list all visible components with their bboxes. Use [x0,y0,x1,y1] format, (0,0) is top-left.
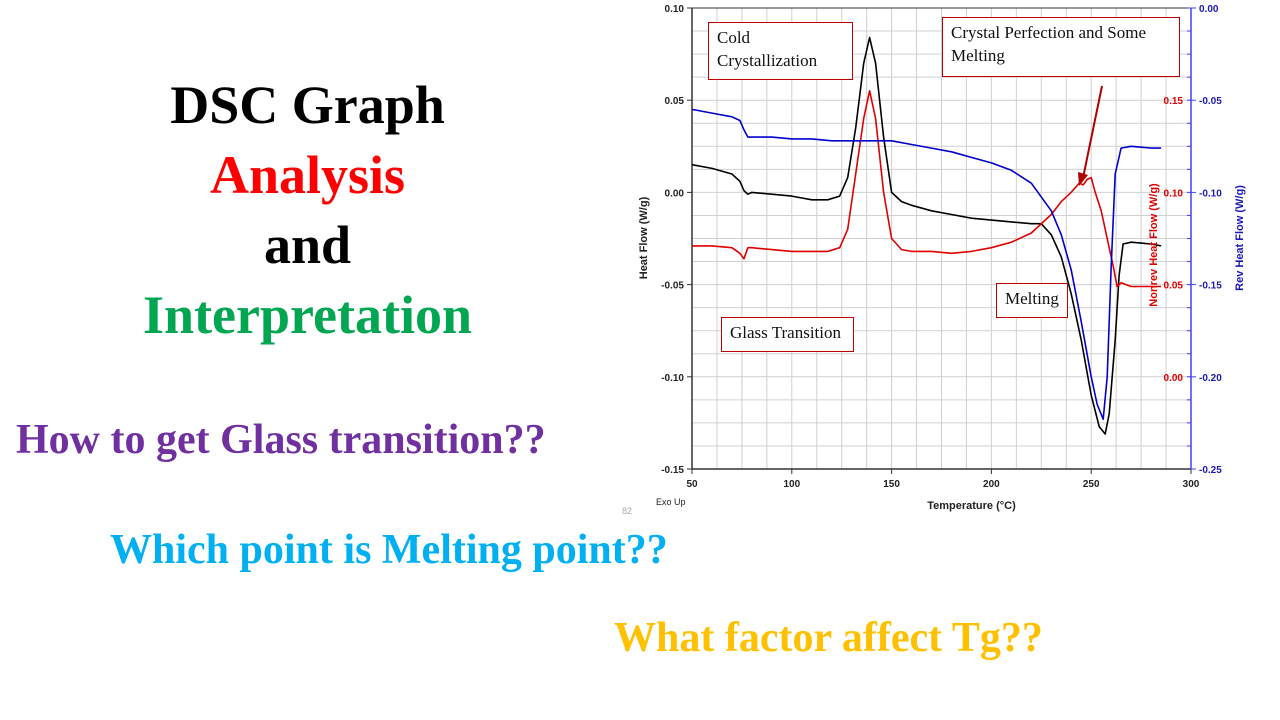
svg-text:Rev Heat Flow (W/g): Rev Heat Flow (W/g) [1234,185,1246,291]
annotation-text: Melting [951,46,1005,65]
annotation-text: Glass Transition [730,323,841,342]
svg-text:0.05: 0.05 [665,96,685,107]
svg-text:250: 250 [1083,479,1100,490]
svg-text:100: 100 [783,479,800,490]
svg-text:-0.25: -0.25 [1199,465,1222,476]
svg-text:300: 300 [1183,479,1200,490]
svg-text:Temperature (°C): Temperature (°C) [927,500,1016,512]
svg-text:-0.10: -0.10 [661,373,684,384]
annotation-glass-transition: Glass Transition [721,317,854,352]
svg-text:Exo Up: Exo Up [656,497,686,507]
annotation-melting: Melting [996,283,1068,318]
svg-text:0.10: 0.10 [1164,188,1184,199]
annotation-crystal-perfection: Crystal Perfection and Some Melting [942,17,1180,77]
svg-text:Nonrev Heat Flow (W/g): Nonrev Heat Flow (W/g) [1148,183,1160,307]
title-interpretation: Interpretation [143,285,472,345]
svg-text:Heat Flow (W/g): Heat Flow (W/g) [638,196,650,279]
question-glass-transition: How to get Glass transition?? [16,417,546,463]
svg-text:0.00: 0.00 [1199,4,1219,15]
svg-text:-0.15: -0.15 [1199,281,1222,292]
svg-text:-0.10: -0.10 [1199,188,1222,199]
arrow-icon [1078,85,1103,186]
svg-text:-0.20: -0.20 [1199,373,1222,384]
svg-text:82: 82 [622,506,632,516]
svg-text:0.00: 0.00 [1164,373,1184,384]
svg-text:-0.05: -0.05 [661,281,684,292]
svg-text:-0.15: -0.15 [661,465,684,476]
annotation-text: Crystallization [717,51,818,70]
svg-text:50: 50 [686,479,698,490]
svg-text:-0.05: -0.05 [1199,96,1222,107]
slide-title: DSC Graph Analysis and Interpretation [100,70,515,350]
svg-text:0.15: 0.15 [1164,96,1184,107]
chart-series [691,36,1162,435]
annotation-text: Crystal Perfection and Some [951,23,1146,42]
svg-text:150: 150 [883,479,900,490]
svg-text:200: 200 [983,479,1000,490]
title-and: and [263,215,352,275]
title-dsc-graph: DSC Graph [170,75,445,135]
chart-axes [687,7,1196,474]
question-tg-factors: What factor affect Tg?? [614,615,1043,661]
svg-text:0.05: 0.05 [1164,281,1184,292]
annotation-text: Melting [1005,289,1059,308]
title-analysis: Analysis [209,145,406,205]
question-melting-point: Which point is Melting point?? [110,527,668,573]
svg-text:0.10: 0.10 [665,4,685,15]
dsc-chart: 0.10 0.05 0.00 -0.05 -0.10 -0.15 50 100 150 200 25… [620,0,1280,520]
svg-text:0.00: 0.00 [665,188,685,199]
chart-grid [691,7,1192,470]
annotation-cold-crystallization: Cold Crystallization [708,22,853,80]
annotation-text: Cold [717,28,751,47]
